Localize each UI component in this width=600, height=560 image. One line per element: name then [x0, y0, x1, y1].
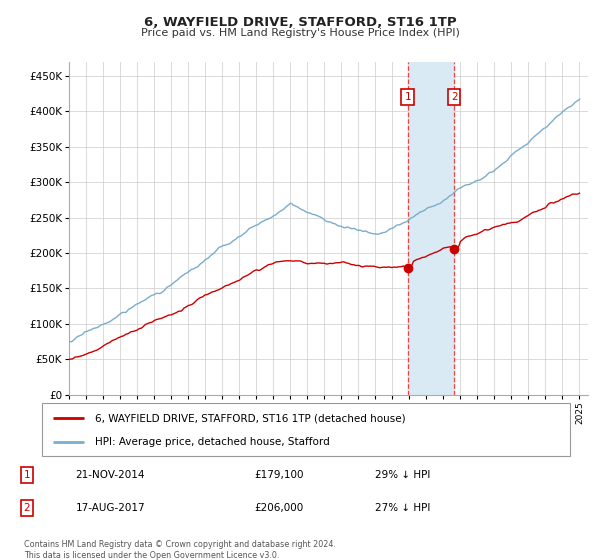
Text: 2: 2 [23, 503, 30, 513]
Text: 21-NOV-2014: 21-NOV-2014 [76, 470, 145, 479]
Text: 6, WAYFIELD DRIVE, STAFFORD, ST16 1TP (detached house): 6, WAYFIELD DRIVE, STAFFORD, ST16 1TP (d… [95, 413, 406, 423]
Text: 29% ↓ HPI: 29% ↓ HPI [375, 470, 430, 479]
FancyBboxPatch shape [42, 403, 570, 456]
Text: £206,000: £206,000 [254, 503, 303, 513]
Text: 17-AUG-2017: 17-AUG-2017 [76, 503, 145, 513]
Text: HPI: Average price, detached house, Stafford: HPI: Average price, detached house, Staf… [95, 436, 329, 446]
Text: 2: 2 [451, 92, 457, 102]
Text: £179,100: £179,100 [254, 470, 304, 479]
Text: 1: 1 [23, 470, 30, 479]
Text: Price paid vs. HM Land Registry's House Price Index (HPI): Price paid vs. HM Land Registry's House … [140, 28, 460, 38]
Text: 1: 1 [404, 92, 411, 102]
Text: 6, WAYFIELD DRIVE, STAFFORD, ST16 1TP: 6, WAYFIELD DRIVE, STAFFORD, ST16 1TP [143, 16, 457, 29]
Bar [407, 62, 454, 395]
Text: 27% ↓ HPI: 27% ↓ HPI [375, 503, 430, 513]
Text: Contains HM Land Registry data © Crown copyright and database right 2024.
This d: Contains HM Land Registry data © Crown c… [24, 540, 336, 560]
